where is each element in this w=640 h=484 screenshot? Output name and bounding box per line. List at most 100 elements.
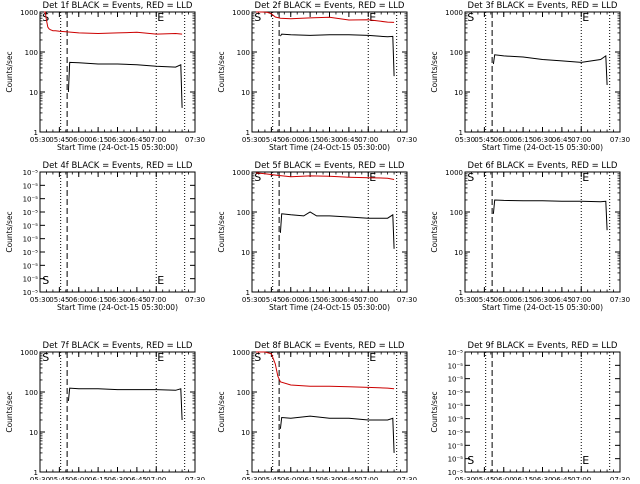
y-tick-label: 10⁻⁵ [448,429,464,437]
plot-panel-5: Det 5f BLACK = Events, RED = LLD 1 10 100 10… [217,161,417,312]
y-axis-label: Counts/sec [5,51,14,92]
y-axis-label: Counts/sec [217,211,226,252]
x-tick-label: 07:30 [397,296,417,304]
y-tick-label: 10⁻⁵ [23,289,39,297]
y-tick-label: 10 [454,89,463,97]
plot-title: Det 1f BLACK = Events, RED = LLD [43,1,193,11]
plot-frame [39,171,196,293]
marker-s: S [467,454,474,467]
x-tick-label: 06:00 [281,476,301,480]
x-tick-label: 06:15 [88,476,108,480]
events-series-line [279,415,395,453]
y-tick-label: 10⁻⁵ [23,196,39,204]
x-tick-label: 07:00 [146,296,166,304]
lld-series-line [255,351,395,390]
events-series-line [279,211,395,249]
plot-frame [251,351,408,473]
plot-title: Det 7f BLACK = Events, RED = LLD [43,341,193,351]
x-tick-label: 06:30 [532,296,552,304]
x-tick-label: 06:45 [339,136,359,144]
marker-s: S [42,274,49,287]
x-axis-label: Start Time (24-Oct-15 05:30:00) [269,143,390,152]
x-tick-label: 06:00 [69,296,89,304]
x-tick-label: 07:30 [610,136,630,144]
x-tick-label: 06:15 [513,476,533,480]
x-tick-label: 05:30 [242,476,262,480]
x-tick-label: 05:45 [261,296,281,304]
x-tick-label: 06:00 [69,476,89,480]
y-tick-label: 1000 [20,9,38,17]
x-tick-label: 05:45 [261,476,281,480]
plot-panel-1: Det 1f BLACK = Events, RED = LLD 1 10 100 10… [5,1,205,152]
x-tick-label: 07:30 [185,476,205,480]
plot-frame [251,11,408,133]
lld-series-line [255,172,395,180]
y-tick-label: 10 [29,89,38,97]
y-tick-label: 10⁻⁵ [448,416,464,424]
x-tick-label: 06:45 [127,296,147,304]
plot-frame [464,351,621,473]
marker-e: E [157,11,164,24]
x-axis-label: Start Time (24-Oct-15 05:30:00) [482,143,603,152]
y-axis-label: Counts/sec [430,51,439,92]
y-tick-label: 10 [454,249,463,257]
marker-e: E [157,274,164,287]
y-axis-label: Counts/sec [5,391,14,432]
plot-panel-6: Det 6f BLACK = Events, RED = LLD 1 10 100 10… [430,161,630,312]
y-tick-label: 10⁻⁵ [448,456,464,464]
plot-frame [39,351,196,473]
x-tick-label: 06:45 [127,476,147,480]
x-axis-label: Start Time (24-Oct-15 05:30:00) [269,303,390,312]
marker-e: E [582,454,589,467]
plot-frame [464,171,621,293]
x-axis-label: Start Time (24-Oct-15 05:30:00) [57,143,178,152]
y-tick-label: 10 [241,249,250,257]
x-tick-label: 06:15 [300,136,320,144]
y-tick-label: 100 [237,49,250,57]
plot-title: Det 3f BLACK = Events, RED = LLD [468,1,618,11]
y-tick-label: 1 [459,289,463,297]
events-series-line [492,199,608,231]
x-tick-label: 06:30 [532,476,552,480]
y-tick-label: 1 [246,129,250,137]
events-series-line [67,387,183,421]
marker-s: S [42,351,49,364]
x-tick-label: 05:30 [30,136,50,144]
y-tick-label: 1000 [232,349,250,357]
plot-title: Det 4f BLACK = Events, RED = LLD [43,161,193,171]
y-tick-label: 1000 [232,169,250,177]
y-tick-label: 10⁻⁵ [448,469,464,477]
x-tick-label: 06:45 [339,296,359,304]
marker-s: S [467,171,474,184]
y-tick-label: 1 [246,469,250,477]
x-tick-label: 06:30 [319,136,339,144]
x-axis-label: Start Time (24-Oct-15 05:30:00) [57,303,178,312]
y-tick-label: 10⁻⁵ [23,276,39,284]
x-tick-label: 05:45 [49,296,69,304]
y-tick-label: 100 [237,389,250,397]
y-tick-label: 10 [241,429,250,437]
x-tick-label: 06:00 [494,296,514,304]
plot-title: Det 8f BLACK = Events, RED = LLD [255,341,405,351]
marker-e: E [369,11,376,24]
marker-e: E [369,351,376,364]
plot-panel-2: Det 2f BLACK = Events, RED = LLD 1 10 100 10… [217,1,417,152]
x-tick-label: 06:45 [552,296,572,304]
x-tick-label: 06:15 [513,296,533,304]
x-tick-label: 05:30 [455,476,475,480]
y-axis-label: Counts/sec [430,211,439,252]
y-tick-label: 1000 [232,9,250,17]
x-tick-label: 06:00 [494,476,514,480]
x-tick-label: 06:45 [127,136,147,144]
x-tick-label: 05:30 [242,296,262,304]
y-tick-label: 1 [34,469,38,477]
marker-s: S [254,351,261,364]
y-axis-label: Counts/sec [217,51,226,92]
x-tick-label: 06:30 [319,296,339,304]
plot-title: Det 5f BLACK = Events, RED = LLD [255,161,405,171]
x-tick-label: 06:30 [107,476,127,480]
x-tick-label: 05:30 [455,296,475,304]
x-tick-label: 06:00 [281,136,301,144]
y-tick-label: 1000 [20,349,38,357]
y-tick-label: 10⁻⁵ [448,442,464,450]
